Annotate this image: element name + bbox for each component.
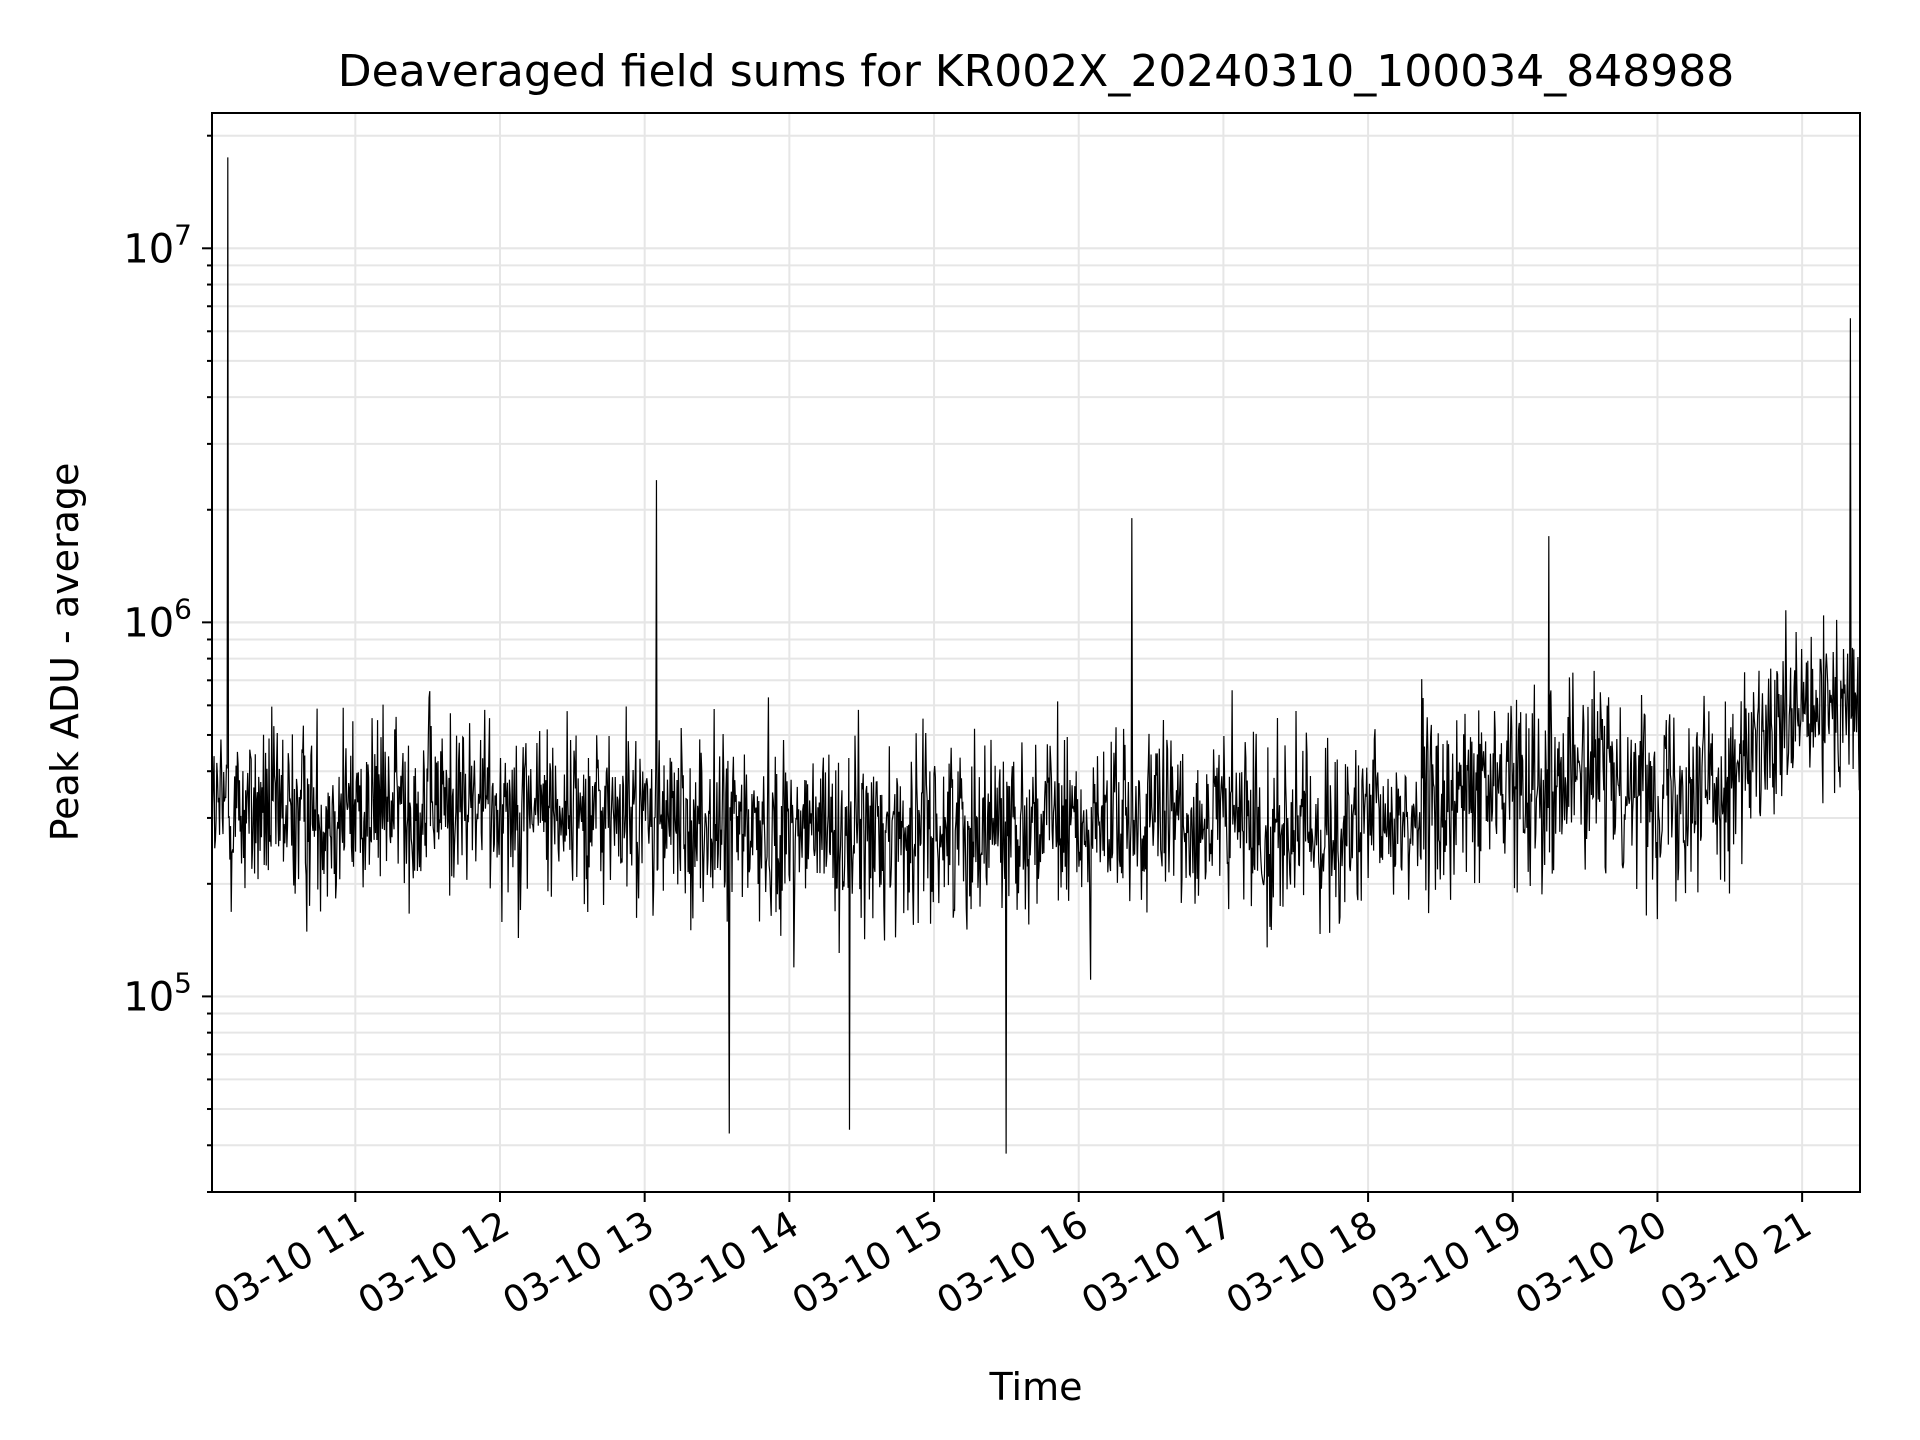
plot-frame: [211, 112, 1861, 1193]
y-tick-label-base: 10: [123, 600, 174, 646]
y-tick-label: 105: [123, 966, 192, 1020]
chart-title: Deaveraged field sums for KR002X_2024031…: [338, 46, 1734, 97]
y-tick-label: 106: [123, 592, 192, 646]
data-line: [212, 157, 1860, 1154]
data-line-group: [212, 157, 1860, 1154]
y-tick-label-exponent: 5: [174, 966, 192, 999]
y-axis-label: Peak ADU - average: [43, 463, 87, 842]
x-axis-label: Time: [989, 1365, 1083, 1409]
y-tick-label-base: 10: [123, 226, 174, 272]
y-tick-label-exponent: 6: [174, 592, 192, 625]
y-tick-label-base: 10: [123, 974, 174, 1020]
y-tick-label-exponent: 7: [174, 218, 192, 251]
y-tick-label: 107: [123, 218, 192, 272]
